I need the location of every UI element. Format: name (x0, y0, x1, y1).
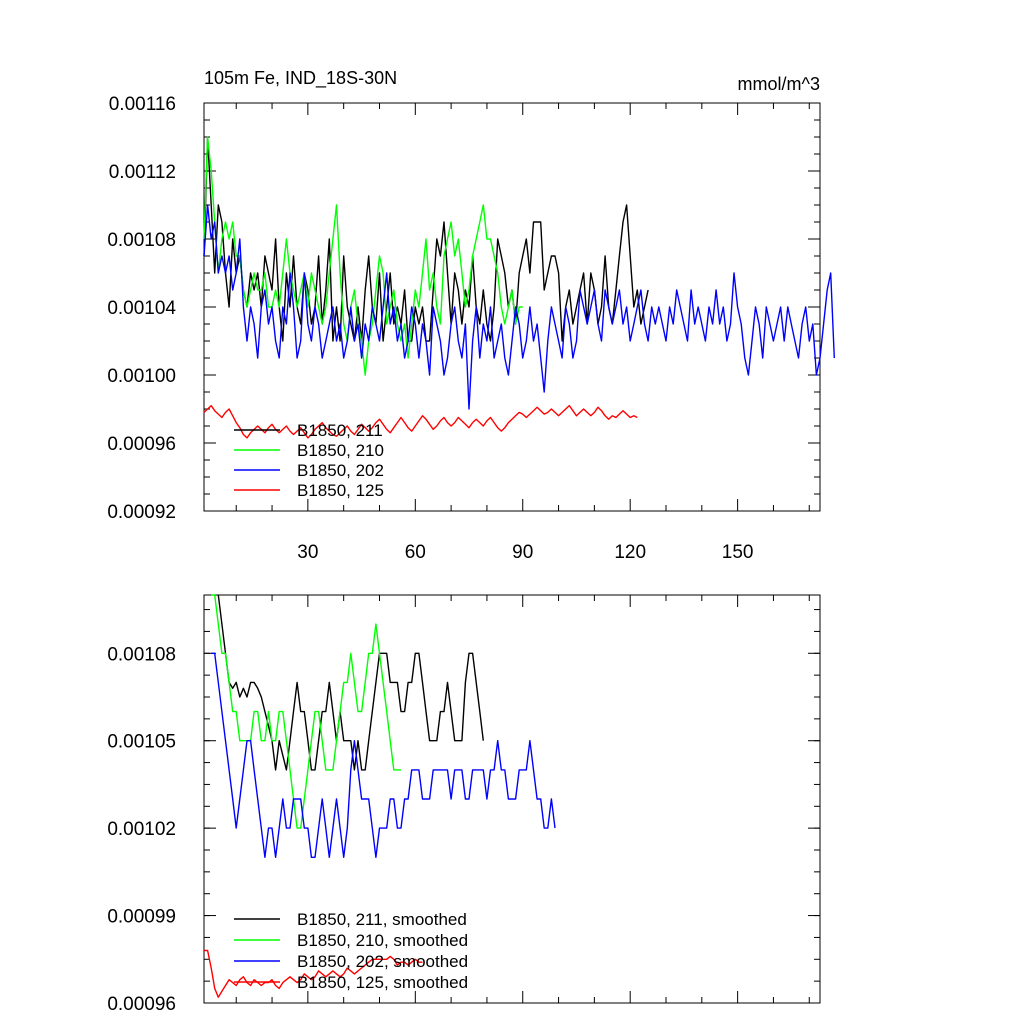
panel1-legend-label: B1850, 211 (297, 421, 383, 440)
panel1-series-b1850-202 (203, 204, 835, 410)
panel2-series-b1850-210-smoothed (211, 594, 401, 829)
panel1-legend-label: B1850, 202 (297, 461, 384, 480)
panel2-ytick-label: 0.00105 (107, 732, 176, 753)
panel1-series-b1850-125 (203, 404, 638, 439)
panel1-ytick-label: 0.00112 (109, 162, 176, 183)
panel1-ytick-label: 0.00104 (107, 298, 176, 319)
chart-units: mmol/m^3 (738, 74, 820, 94)
chart-title: 105m Fe, IND_18S-30N (204, 68, 397, 89)
panel2-legend-label: B1850, 210, smoothed (297, 931, 468, 950)
panel2-legend-label: B1850, 125, smoothed (297, 973, 468, 992)
panel2-series-b1850-211-smoothed (217, 594, 484, 771)
panel1-series-b1850-210 (203, 136, 523, 376)
panel1-ytick-label: 0.00116 (109, 94, 176, 115)
panel1-xtick-label: 30 (297, 542, 318, 563)
panel2-ytick-label: 0.00096 (107, 994, 176, 1015)
panel2-legend-label: B1850, 202, smoothed (297, 952, 468, 971)
panel1-ytick-label: 0.00108 (107, 230, 176, 251)
panel2-ytick-label: 0.00099 (107, 907, 176, 928)
panel1-ytick-label: 0.00096 (107, 434, 176, 455)
panel2-series-b1850-202-smoothed (211, 652, 556, 858)
panel1-xtick-label: 120 (614, 542, 646, 563)
panel2-plot-frame (203, 594, 821, 1004)
panel2-series-b1850-125-smoothed (204, 949, 423, 998)
panel2-ytick-label: 0.00102 (107, 819, 176, 840)
panel1-xtick-label: 60 (405, 542, 426, 563)
panel2-legend-label: B1850, 211, smoothed (297, 910, 467, 929)
panel1-ytick-label: 0.00092 (107, 502, 176, 523)
panel1-ytick-label: 0.00100 (107, 366, 176, 387)
panel1-legend-label: B1850, 210 (297, 441, 384, 460)
panel2-ytick-label: 0.00108 (107, 644, 176, 665)
panel1-xtick-label: 150 (722, 542, 754, 563)
panel1-legend-label: B1850, 125 (297, 481, 384, 500)
panel1-xtick-label: 90 (512, 542, 533, 563)
